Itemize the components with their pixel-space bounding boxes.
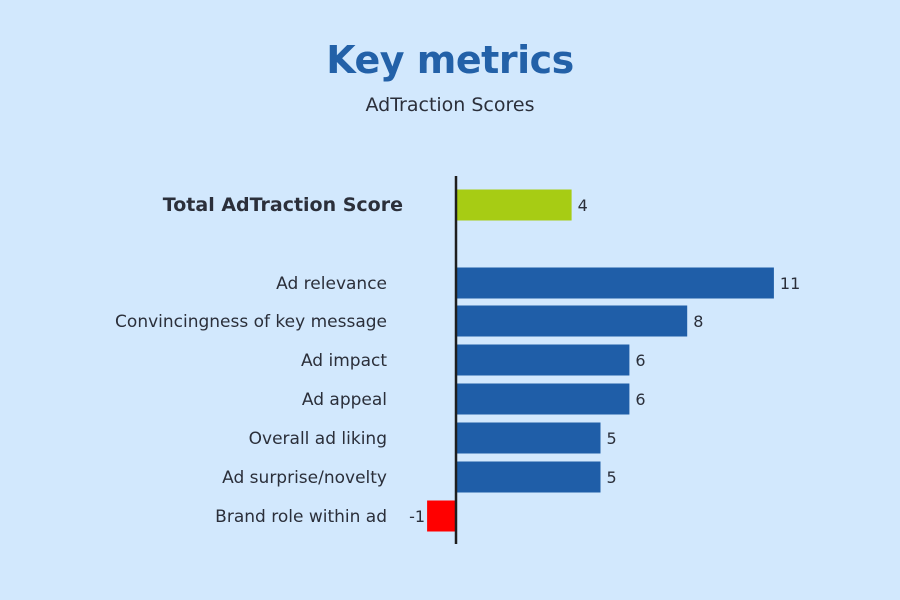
category-label-5: Overall ad liking: [249, 429, 387, 449]
value-label-7: -1: [409, 507, 425, 526]
chart-title: Key metrics: [326, 38, 574, 82]
category-label-7: Brand role within ad: [215, 507, 387, 527]
category-label-0: Total AdTraction Score: [163, 194, 403, 216]
value-label-0: 4: [578, 196, 588, 215]
value-label-1: 11: [780, 274, 800, 293]
value-label-6: 5: [607, 468, 617, 487]
bar-5: [456, 422, 601, 454]
category-label-6: Ad surprise/novelty: [222, 468, 387, 488]
value-label-4: 6: [635, 390, 645, 409]
category-label-4: Ad appeal: [302, 390, 387, 410]
category-label-1: Ad relevance: [276, 274, 387, 294]
category-label-2: Convincingness of key message: [115, 312, 387, 332]
category-label-3: Ad impact: [301, 351, 387, 371]
value-label-3: 6: [635, 351, 645, 370]
value-label-5: 5: [607, 429, 617, 448]
bar-1: [456, 267, 774, 299]
value-label-2: 8: [693, 312, 703, 331]
bar-4: [456, 383, 630, 415]
chart-subtitle: AdTraction Scores: [365, 94, 535, 116]
bar-6: [456, 461, 601, 493]
bar-7: [427, 500, 456, 532]
bar-3: [456, 344, 630, 376]
bar-0: [456, 189, 572, 221]
bar-2: [456, 305, 688, 337]
